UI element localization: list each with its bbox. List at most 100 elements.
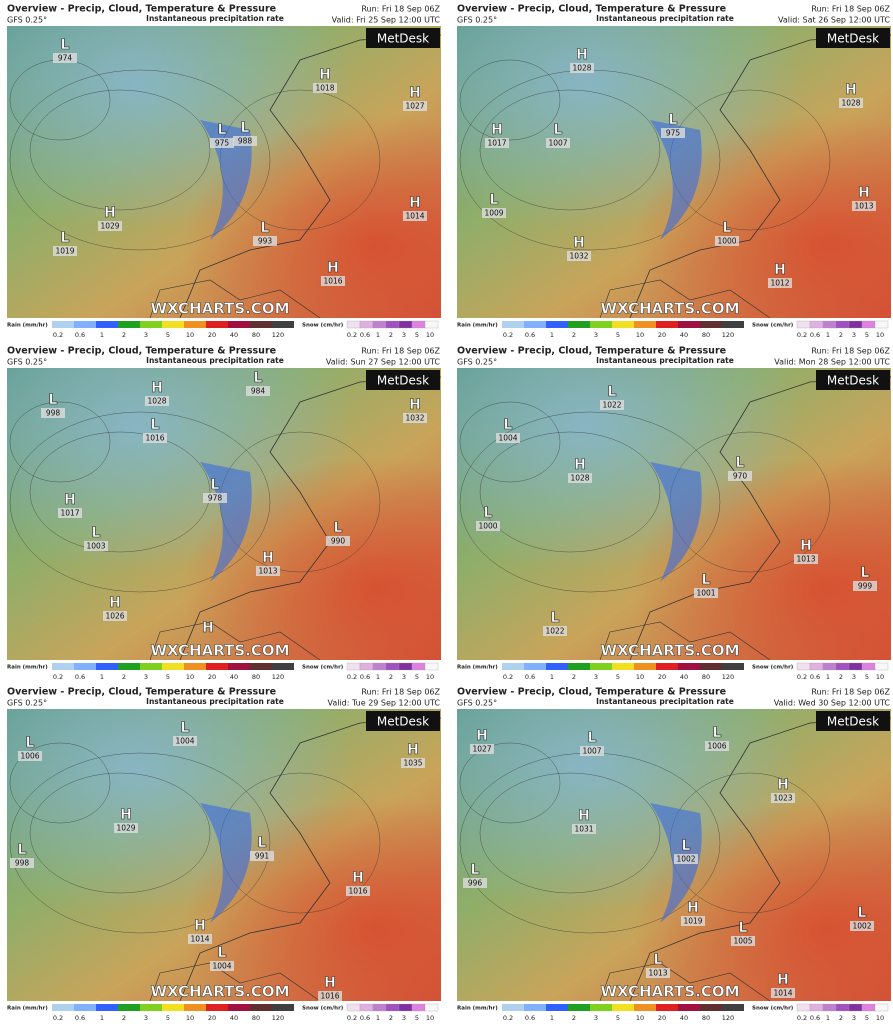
pressure-value-box xyxy=(543,626,567,636)
coast-outline xyxy=(149,621,321,660)
land-outline xyxy=(629,34,891,318)
snow-color xyxy=(809,1003,824,1012)
rain-scale-label: 10 xyxy=(186,331,194,339)
rain-scale-label: 10 xyxy=(636,673,644,681)
pressure-center-type: L xyxy=(504,417,513,433)
snow-scale-label: 10 xyxy=(876,331,884,339)
snow-color xyxy=(398,320,413,329)
isobar xyxy=(29,431,211,553)
pressure-value-box xyxy=(476,521,500,531)
pressure-value-box xyxy=(403,101,427,111)
pressure-center-value: 1032 xyxy=(405,414,424,423)
pressure-center-type: L xyxy=(858,905,867,921)
snow-scale-label: 2 xyxy=(389,1014,393,1022)
pressure-value-box xyxy=(768,278,792,288)
valid-label: Valid: Sat 26 Sep 12:00 UTC xyxy=(778,16,890,25)
snow-color xyxy=(385,662,400,671)
snow-scale-label: 0.2 xyxy=(797,331,807,339)
pressure-center-value: 1000 xyxy=(717,237,736,246)
pressure-value-box xyxy=(570,63,594,73)
precip-band xyxy=(200,462,252,582)
map-panel: Overview - Precip, Cloud, Temperature & … xyxy=(457,4,891,339)
pressure-center-type: L xyxy=(588,730,597,746)
pressure-center-type: L xyxy=(218,945,227,961)
pressure-center-value: 1004 xyxy=(498,434,517,443)
rain-scale-label: 3 xyxy=(594,1014,598,1022)
logo-text: MetDesk xyxy=(827,374,879,388)
rain-scale-label: 2 xyxy=(122,673,126,681)
rain-scale-label: 120 xyxy=(722,1014,734,1022)
rain-legend-label: Rain (mm/hr) xyxy=(457,665,498,671)
rain-scale-label: 0.2 xyxy=(503,673,513,681)
isobar xyxy=(29,89,211,211)
pressure-center-value: 1023 xyxy=(773,794,792,803)
pressure-center-value: 1032 xyxy=(569,252,588,261)
pressure-center-type: L xyxy=(181,720,190,736)
pressure-center-type: H xyxy=(491,122,503,138)
rain-scale-label: 120 xyxy=(272,1014,284,1022)
pressure-center-type: H xyxy=(151,380,163,396)
pressure-center-type: L xyxy=(484,505,493,521)
map-area xyxy=(457,368,891,660)
snow-scale-label: 0.2 xyxy=(347,331,357,339)
rain-color xyxy=(228,1004,250,1011)
pressure-value-box xyxy=(210,961,234,971)
pressure-center-type: L xyxy=(702,572,711,588)
pressure-center-value: 1005 xyxy=(733,937,752,946)
rain-color xyxy=(228,663,250,670)
rain-color xyxy=(502,321,524,328)
rain-color xyxy=(162,663,184,670)
pressure-center-value: 993 xyxy=(258,237,273,246)
pressure-value-box xyxy=(203,493,227,503)
snow-scale-label: 3 xyxy=(852,673,856,681)
isobar xyxy=(9,69,271,251)
snow-scale-label: 1 xyxy=(376,331,380,339)
rain-scale-label: 3 xyxy=(594,331,598,339)
pressure-value-box xyxy=(41,408,65,418)
pressure-center-type: L xyxy=(261,220,270,236)
rain-scale-label: 80 xyxy=(702,1014,710,1022)
snow-scale-label: 0.6 xyxy=(810,673,820,681)
snow-scale-label: 0.2 xyxy=(347,1014,357,1022)
pressure-center-type: L xyxy=(254,370,263,386)
snow-color xyxy=(874,320,889,329)
snow-color xyxy=(809,662,824,671)
snow-color xyxy=(822,1003,837,1012)
snow-color xyxy=(346,662,361,671)
pressure-value-box xyxy=(771,988,795,998)
snow-scale-label: 3 xyxy=(852,331,856,339)
rain-scale-label: 2 xyxy=(122,1014,126,1022)
pressure-value-box xyxy=(661,128,685,138)
snow-color xyxy=(385,320,400,329)
rain-legend-label: Rain (mm/hr) xyxy=(7,1006,48,1012)
isobar xyxy=(459,59,561,141)
snow-legend-label: Snow (cm/hr) xyxy=(302,1006,344,1012)
watermark: WXCHARTS.COM xyxy=(600,983,739,1001)
snow-color xyxy=(861,1003,876,1012)
pressure-center-value: 1001 xyxy=(696,589,715,598)
pressure-center-type: L xyxy=(554,122,563,138)
snow-color xyxy=(411,320,426,329)
rain-color xyxy=(546,321,568,328)
pressure-value-box xyxy=(572,824,596,834)
map-panel: Overview - Precip, Cloud, Temperature & … xyxy=(457,346,891,681)
pressure-value-box xyxy=(728,471,752,481)
snow-scale-label: 1 xyxy=(376,673,380,681)
snow-color xyxy=(874,1003,889,1012)
rain-color xyxy=(722,663,744,670)
land-outline xyxy=(629,376,891,660)
snow-scale-label: 0.6 xyxy=(360,1014,370,1022)
rain-scale-label: 0.6 xyxy=(525,1014,535,1022)
precip-band xyxy=(650,120,702,240)
pressure-center-value: 1029 xyxy=(116,824,135,833)
land-outline xyxy=(179,34,441,318)
valid-label: Valid: Tue 29 Sep 12:00 UTC xyxy=(327,699,440,708)
rain-color xyxy=(546,1004,568,1011)
pressure-value-box xyxy=(145,396,169,406)
rain-color xyxy=(272,663,294,670)
coast-outline xyxy=(599,279,771,318)
watermark: WXCHARTS.COM xyxy=(600,300,739,318)
rain-scale-label: 2 xyxy=(572,331,576,339)
pressure-center-value: 1016 xyxy=(145,434,164,443)
rain-color xyxy=(612,1004,634,1011)
